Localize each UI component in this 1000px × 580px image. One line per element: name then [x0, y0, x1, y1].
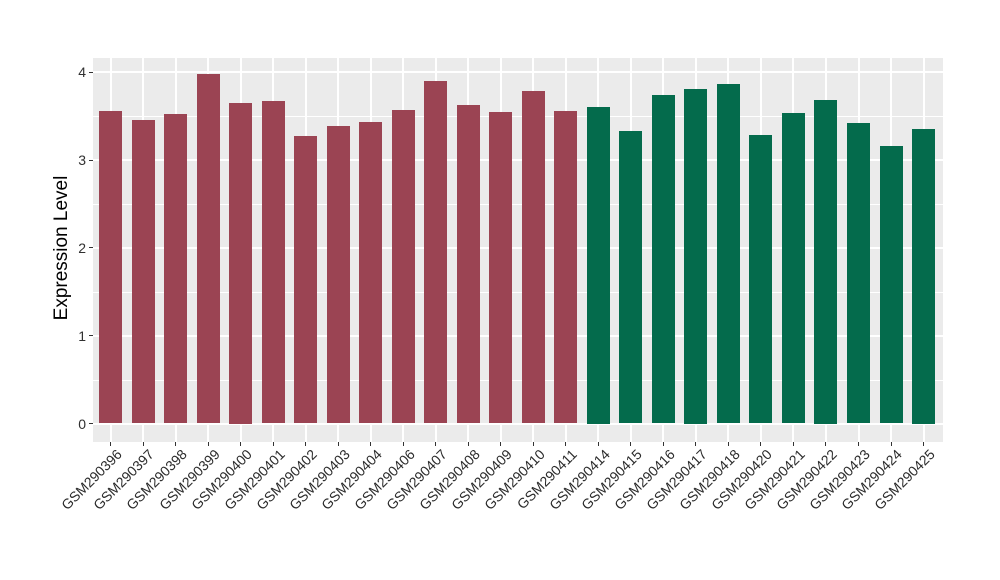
x-tick-mark: [662, 442, 664, 446]
gridline-minor-horizontal: [93, 291, 943, 293]
x-tick-mark: [240, 442, 242, 446]
x-tick-mark: [467, 442, 469, 446]
bar: [684, 89, 708, 424]
bar: [879, 146, 903, 424]
y-tick-mark: [89, 335, 93, 337]
bar: [131, 119, 155, 424]
bar: [229, 103, 253, 424]
x-tick-mark: [565, 442, 567, 446]
x-tick-mark: [110, 442, 111, 446]
y-tick-label: 0: [78, 415, 86, 432]
y-tick-label: 4: [78, 64, 86, 81]
x-tick-mark: [727, 442, 729, 446]
gridline-minor-horizontal: [93, 379, 943, 381]
bar: [359, 122, 383, 424]
y-tick-mark: [89, 159, 93, 161]
x-tick-mark: [500, 442, 502, 446]
bar: [489, 111, 513, 424]
y-tick-label: 3: [78, 152, 86, 169]
gridline-major-horizontal: [93, 71, 943, 74]
x-tick-mark: [305, 442, 307, 446]
y-tick-mark: [89, 247, 93, 249]
x-tick-mark: [890, 442, 892, 446]
x-tick-mark: [207, 442, 209, 446]
x-tick-mark: [175, 442, 176, 446]
bar: [912, 128, 935, 424]
gridline-major-horizontal: [93, 422, 943, 425]
x-tick-mark: [825, 442, 827, 446]
x-tick-mark: [272, 442, 274, 446]
bar: [391, 110, 415, 424]
gridline-major-horizontal: [93, 334, 943, 337]
gridline-minor-horizontal: [93, 204, 943, 205]
x-tick-mark: [923, 442, 924, 446]
y-tick-label: 1: [78, 327, 86, 344]
x-tick-mark: [402, 442, 404, 446]
bar: [749, 134, 773, 424]
x-tick-mark: [792, 442, 794, 446]
bar: [651, 95, 675, 424]
x-tick-mark: [597, 442, 599, 446]
bar: [164, 113, 187, 424]
gridline-minor-horizontal: [93, 116, 943, 118]
y-tick-mark: [89, 71, 93, 73]
bar: [196, 74, 220, 424]
bar: [326, 125, 350, 424]
x-tick-mark: [695, 442, 697, 446]
x-tick-mark: [337, 442, 339, 446]
gridline-major-horizontal: [93, 159, 943, 162]
bar: [619, 131, 643, 424]
bar: [456, 104, 480, 424]
bar: [847, 123, 870, 424]
y-tick-label: 2: [78, 239, 86, 256]
x-tick-mark: [370, 442, 372, 446]
bar: [424, 81, 448, 424]
gridline-major-horizontal: [93, 246, 943, 249]
x-tick-mark: [532, 442, 534, 446]
bar: [294, 136, 318, 424]
plot-panel: [93, 58, 943, 442]
x-tick-mark: [630, 442, 632, 446]
x-tick-mark: [142, 442, 144, 446]
bar: [99, 110, 122, 424]
x-tick-mark: [760, 442, 762, 446]
bar: [716, 83, 740, 424]
bar: [554, 110, 578, 424]
x-tick-mark: [435, 442, 437, 446]
bar: [781, 112, 805, 424]
x-tick-mark: [858, 442, 859, 446]
bar: [521, 90, 545, 424]
bar: [261, 101, 285, 424]
bar: [586, 106, 610, 424]
bar: [814, 99, 838, 424]
y-tick-mark: [89, 423, 93, 424]
